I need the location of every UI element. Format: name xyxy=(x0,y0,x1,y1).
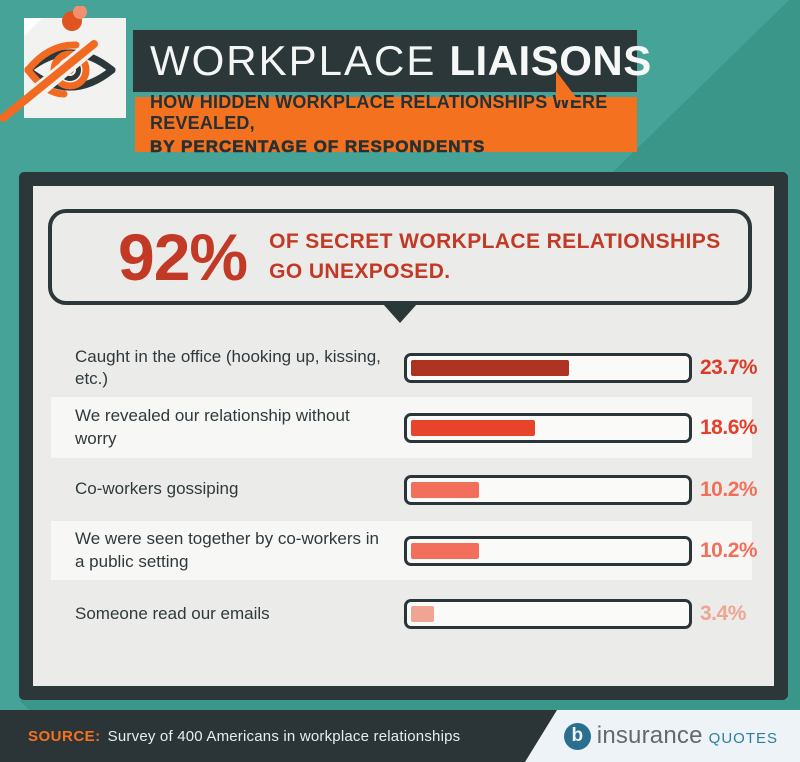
source-text: Survey of 400 Americans in workplace rel… xyxy=(107,727,461,745)
stat-text: OF SECRET WORKPLACE RELATIONSHIPS GO UNE… xyxy=(269,230,721,284)
bar-track xyxy=(404,535,692,566)
bar-track xyxy=(404,353,692,383)
logo-text-quotes: quotes xyxy=(708,723,778,748)
stat-callout-box: 92% OF SECRET WORKPLACE RELATIONSHIPS GO… xyxy=(48,209,752,305)
bar-fill xyxy=(411,481,480,498)
pinned-note xyxy=(0,6,126,122)
source-label: SOURCE: xyxy=(28,727,101,745)
source-note: SOURCE: Survey of 400 Americans in workp… xyxy=(28,710,460,762)
stat-text-line1: OF SECRET WORKPLACE RELATIONSHIPS xyxy=(269,230,721,253)
bar-value: 23.7% xyxy=(700,356,758,379)
bar-value: 10.2% xyxy=(700,477,758,501)
stat-text-line2: GO UNEXPOSED. xyxy=(269,260,451,283)
bar-track xyxy=(404,412,692,443)
title-bar: WORKPLACE LIAISONS xyxy=(133,30,651,92)
logo-text-insurance: insurance xyxy=(596,722,703,749)
title-word-liaisons: LIAISONS xyxy=(449,37,652,84)
title-word-workplace: WORKPLACE xyxy=(150,37,437,84)
diagonal-shadow-top-right xyxy=(613,0,800,172)
bar-label: Someone read our emails xyxy=(75,603,270,623)
bar-track xyxy=(404,474,692,505)
diagonal-shadow-right-margin xyxy=(788,172,800,700)
bar-row-3: Co-workers gossiping 10.2% xyxy=(51,458,758,521)
insurancequotes-logo: b insurance quotes xyxy=(563,710,778,762)
bar-row-4: We were seen together by co-workers in a… xyxy=(51,521,758,580)
bar-fill xyxy=(411,542,480,559)
subtitle-line1: HOW HIDDEN WORKPLACE RELATIONSHIPS WERE … xyxy=(150,92,608,133)
bar-row-5: Someone read our emails 3.4% xyxy=(51,580,752,648)
note-fold xyxy=(24,18,42,36)
bar-row-2: We revealed our relationship without wor… xyxy=(51,397,758,458)
hidden-eye-icon xyxy=(0,38,116,122)
bar-label: Caught in the office (hooking up, kissin… xyxy=(75,346,381,388)
bar-fill xyxy=(411,360,570,376)
eye-slash xyxy=(0,40,98,122)
bar-fill xyxy=(411,419,536,436)
bar-value: 3.4% xyxy=(700,602,746,625)
pushpin-icon xyxy=(62,6,87,31)
bar-label: Co-workers gossiping xyxy=(75,479,239,499)
footer-bar: SOURCE: Survey of 400 Americans in workp… xyxy=(0,710,800,762)
bar-value: 10.2% xyxy=(700,538,758,562)
bar-value: 18.6% xyxy=(700,415,758,439)
panel-long-shadow xyxy=(19,700,800,710)
bar-row-1: Caught in the office (hooking up, kissin… xyxy=(51,338,758,398)
bar-track xyxy=(404,599,692,629)
bar-label: We were seen together by co-workers in a… xyxy=(75,529,379,571)
stat-value: 92% xyxy=(118,220,248,294)
subtitle-bar: HOW HIDDEN WORKPLACE RELATIONSHIPS WERE … xyxy=(135,92,637,156)
bar-label: We revealed our relationship without wor… xyxy=(75,406,350,448)
insurancequotes-logo-icon: b xyxy=(563,722,591,750)
bar-fill xyxy=(411,606,434,622)
subtitle-line2: BY PERCENTAGE OF RESPONDENTS xyxy=(150,137,486,157)
